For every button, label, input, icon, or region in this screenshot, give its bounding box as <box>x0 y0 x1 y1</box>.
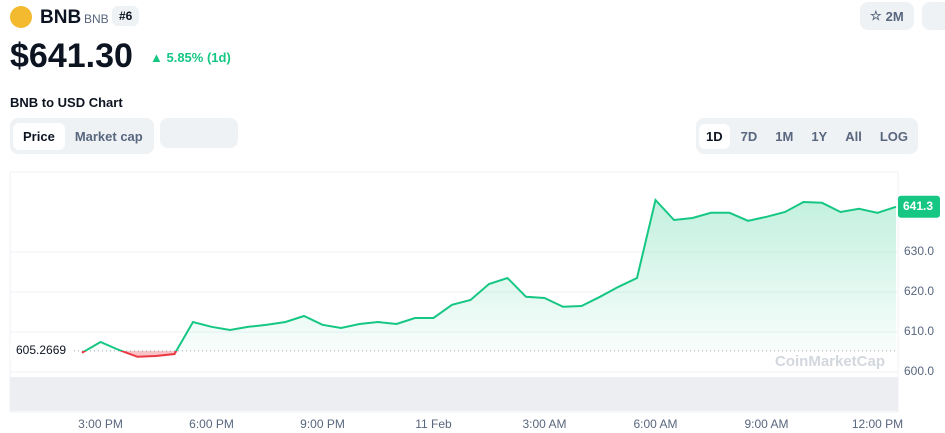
watchlist-button[interactable]: ☆ 2M <box>860 2 914 30</box>
y-tick-label: 630.0 <box>904 244 934 258</box>
chart-type-group[interactable] <box>160 118 238 148</box>
price-change: ▲ 5.85% (1d) <box>150 50 231 65</box>
range-button[interactable]: 7D <box>740 128 758 144</box>
coin-name: BNB <box>40 7 82 28</box>
watchlist-count: 2M <box>885 8 904 24</box>
x-tick-label: 3:00 AM <box>522 417 566 431</box>
change-text: 5.85% (1d) <box>166 50 231 65</box>
volume-area <box>10 377 898 411</box>
range-button[interactable]: 1M <box>775 128 794 144</box>
x-tick-label: 6:00 PM <box>189 417 234 431</box>
baseline-label: 605.2669 <box>16 343 66 357</box>
chart-heading: BNB to USD Chart <box>10 95 123 110</box>
y-tick-label: 610.0 <box>904 324 934 338</box>
x-tick-label: 12:00 PM <box>852 417 903 431</box>
price-tag-label: 641.3 <box>903 199 933 213</box>
y-tick-label: 600.0 <box>904 364 934 378</box>
range-button[interactable]: 1Y <box>811 128 828 144</box>
x-tick-label: 3:00 PM <box>78 417 123 431</box>
tab-group: Price Market cap <box>10 118 154 154</box>
baseline-tag-bg <box>10 342 72 359</box>
x-tick-label: 9:00 AM <box>744 417 788 431</box>
tab[interactable]: Market cap <box>74 128 143 144</box>
price-tag <box>898 195 940 218</box>
tab[interactable]: Price <box>13 122 65 150</box>
range-button[interactable]: LOG <box>879 128 909 144</box>
share-button[interactable] <box>922 2 945 30</box>
area <box>82 200 896 357</box>
rank-badge: #6 <box>112 6 140 26</box>
range-button[interactable]: All <box>845 128 862 144</box>
x-tick-label: 9:00 PM <box>300 417 345 431</box>
range-group: 1D 7D 1M 1Y All LOG <box>696 118 919 154</box>
range-button[interactable]: 1D <box>699 123 730 149</box>
x-tick-label: 6:00 AM <box>633 417 677 431</box>
coin-icon <box>10 6 32 28</box>
price-line <box>81 197 897 358</box>
x-tick-label: 11 Feb <box>415 417 452 431</box>
watermark: CoinMarketCap <box>775 353 885 370</box>
price: $641.30 <box>10 37 133 75</box>
coin-symbol: BNB <box>84 12 109 26</box>
y-tick-label: 620.0 <box>904 284 934 298</box>
